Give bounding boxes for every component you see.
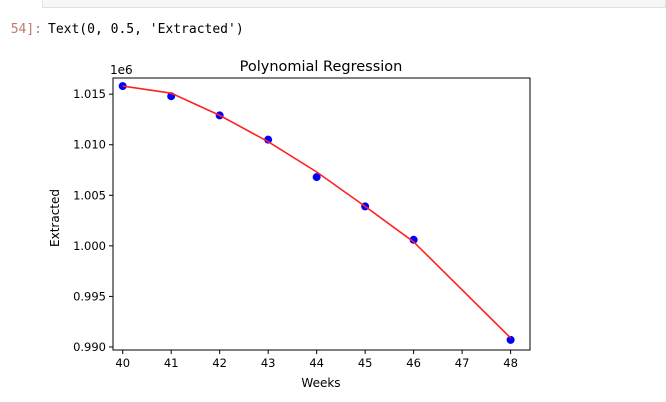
output-text: Text(0, 0.5, 'Extracted')	[48, 22, 244, 37]
x-tick-label: 42	[212, 356, 227, 370]
y-tick-label: 1.005	[73, 188, 106, 202]
y-axis-offset-label: 1e6	[110, 63, 133, 77]
y-tick-label: 1.015	[73, 87, 106, 101]
x-tick-label: 48	[503, 356, 518, 370]
x-tick-label: 43	[261, 356, 276, 370]
y-axis-label: Extracted	[48, 189, 62, 247]
scatter-point	[506, 335, 515, 344]
scatter-point	[312, 173, 321, 182]
x-tick-label: 44	[309, 356, 324, 370]
x-tick-label: 46	[406, 356, 421, 370]
axis-ticks: 40 41 42 43 44 45 46 47 48 0.990 0.995 1.000 1.005 1.…	[73, 87, 518, 370]
plot-frame	[112, 77, 531, 351]
chart-title: Polynomial Regression	[240, 59, 403, 75]
scatter-point	[409, 235, 418, 244]
y-tick-label: 1.010	[73, 138, 106, 152]
y-tick-label: 0.990	[73, 340, 106, 354]
x-tick-label: 40	[115, 356, 130, 370]
x-tick-label: 41	[164, 356, 179, 370]
scatter-point	[118, 82, 127, 91]
plot-series	[118, 82, 515, 344]
x-tick-label: 47	[455, 356, 470, 370]
x-tick-label: 45	[358, 356, 373, 370]
x-axis-label: Weeks	[301, 376, 340, 390]
regression-line	[122, 85, 512, 339]
scatter-point	[264, 135, 273, 144]
y-tick-label: 1.000	[73, 239, 106, 253]
output-prompt: 54]:	[10, 22, 42, 37]
y-tick-label: 0.995	[73, 289, 106, 303]
